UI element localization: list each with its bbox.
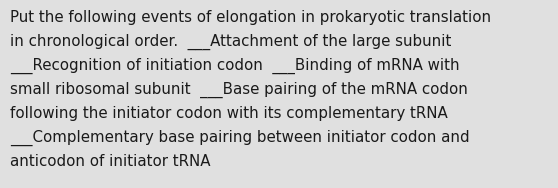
- Text: ___Complementary base pairing between initiator codon and: ___Complementary base pairing between in…: [10, 130, 470, 146]
- Text: anticodon of initiator tRNA: anticodon of initiator tRNA: [10, 154, 210, 169]
- Text: following the initiator codon with its complementary tRNA: following the initiator codon with its c…: [10, 106, 448, 121]
- Text: Put the following events of elongation in prokaryotic translation: Put the following events of elongation i…: [10, 10, 491, 25]
- Text: in chronological order.  ___Attachment of the large subunit: in chronological order. ___Attachment of…: [10, 34, 451, 50]
- Text: ___Recognition of initiation codon  ___Binding of mRNA with: ___Recognition of initiation codon ___Bi…: [10, 58, 460, 74]
- Text: small ribosomal subunit  ___Base pairing of the mRNA codon: small ribosomal subunit ___Base pairing …: [10, 82, 468, 98]
